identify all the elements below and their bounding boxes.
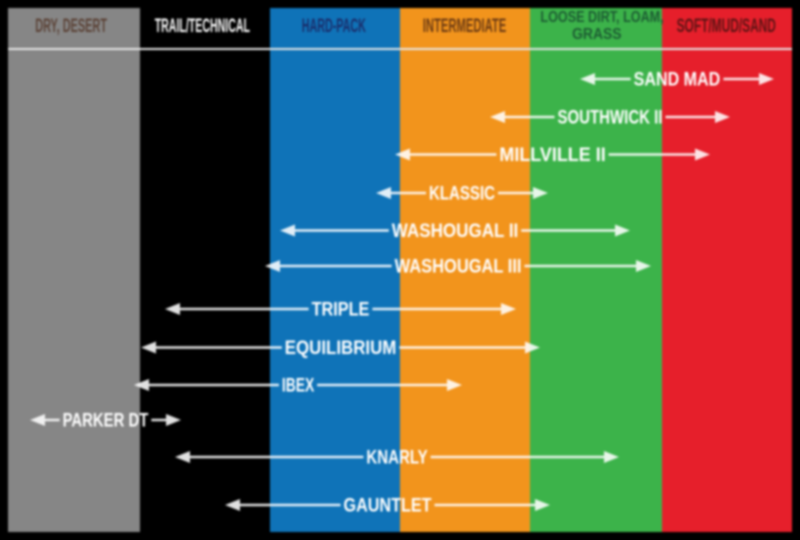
svg-text:EQUILIBRIUM: EQUILIBRIUM [285,338,397,359]
svg-text:DRY, DESERT: DRY, DESERT [35,16,107,37]
svg-text:INTERMEDIATE: INTERMEDIATE [423,16,507,37]
svg-text:PARKER DT: PARKER DT [63,411,149,432]
svg-text:TRIPLE: TRIPLE [312,300,370,321]
svg-text:KNARLY: KNARLY [366,448,428,469]
svg-text:GRASS: GRASS [572,26,622,43]
svg-text:KLASSIC: KLASSIC [429,184,495,205]
svg-text:MILLVILLE II: MILLVILLE II [499,145,605,166]
svg-text:WASHOUGAL II: WASHOUGAL II [392,221,519,242]
svg-text:SOFT/MUD/SAND: SOFT/MUD/SAND [677,16,776,37]
svg-text:SAND MAD: SAND MAD [634,70,721,91]
svg-text:HARD-PACK: HARD-PACK [302,16,366,37]
svg-text:GAUNTLET: GAUNTLET [344,496,432,517]
svg-text:TRAIL/TECHNICAL: TRAIL/TECHNICAL [155,16,251,37]
svg-text:LOOSE DIRT, LOAM,: LOOSE DIRT, LOAM, [540,9,663,26]
svg-text:SOUTHWICK II: SOUTHWICK II [558,108,663,129]
svg-text:IBEX: IBEX [282,376,315,397]
svg-text:WASHOUGAL III: WASHOUGAL III [395,257,522,278]
